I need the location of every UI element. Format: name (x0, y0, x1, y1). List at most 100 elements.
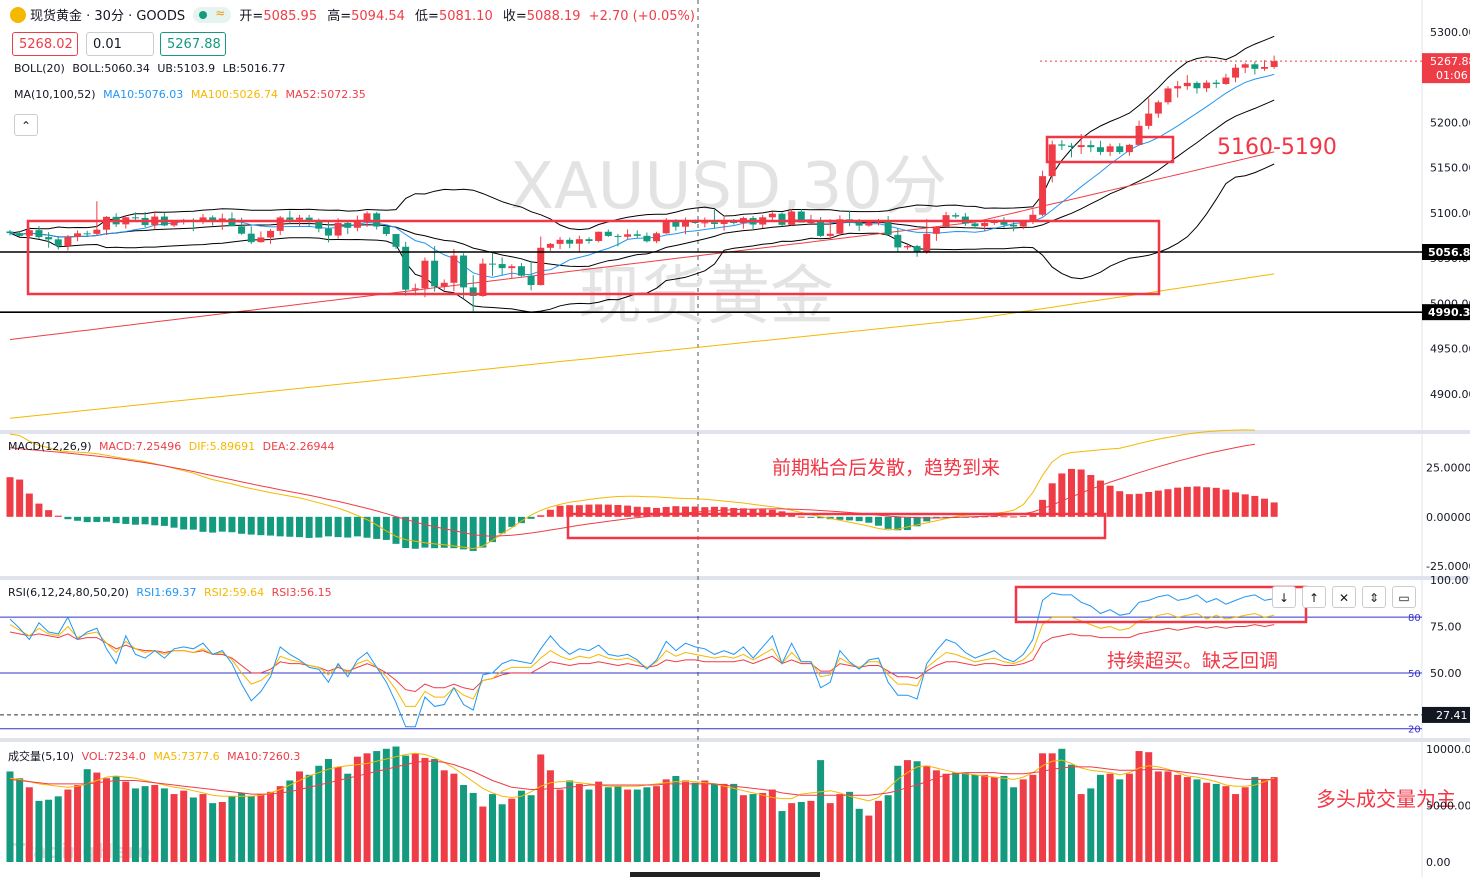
candle-body (836, 219, 844, 234)
symbol-header[interactable]: 现货黄金 · 30分 · GOODS ≈ 开=5085.95 高=5094.54… (10, 5, 695, 24)
volume-bar (93, 772, 101, 862)
volume-bar (1174, 774, 1182, 862)
volume-bar (1203, 782, 1211, 862)
macd-histogram-bar (614, 505, 622, 517)
change-value: +2.70 (+0.05%) (588, 9, 695, 24)
candle-body (25, 230, 33, 236)
macd-histogram-bar (1241, 494, 1249, 517)
macd-histogram-bar (382, 516, 390, 540)
volume-bar (961, 772, 969, 862)
macd-histogram-bar (160, 516, 168, 526)
boll-name: BOLL(20) (14, 62, 65, 75)
buy-button[interactable]: 5267.88 (160, 32, 226, 56)
macd-histogram-bar (1010, 516, 1018, 518)
macd-histogram-bar (103, 516, 110, 522)
candle-body (334, 222, 342, 236)
rsi-current-badge (1422, 706, 1470, 723)
ma10-value: MA10:5076.03 (103, 88, 184, 101)
volume-ma5-line (9, 752, 1275, 802)
volume-bar (739, 795, 747, 862)
macd-histogram-bar (556, 505, 564, 517)
volume-bar (508, 798, 516, 862)
volume-bar (527, 795, 535, 862)
volume-bar (160, 788, 168, 862)
sell-button[interactable]: 5268.02 (12, 32, 78, 56)
macd-dif-line (9, 429, 1255, 550)
macd-histogram-bar (1164, 489, 1172, 517)
rsi-tick-label: 100.00 (1430, 574, 1469, 587)
macd-histogram-bar (865, 516, 873, 523)
collapse-legend-button[interactable]: ⌃ (14, 114, 38, 136)
candle-body (74, 233, 82, 238)
candle-body (1010, 224, 1018, 227)
volume-bar (1087, 788, 1095, 862)
quantity-input[interactable]: 0.01 (86, 32, 154, 56)
candle-body (35, 230, 43, 238)
macd-histogram-bar (604, 504, 612, 517)
candle-body (1000, 220, 1008, 225)
macd-histogram-bar (93, 516, 101, 522)
candle-body (1077, 145, 1085, 148)
volume-bar (1251, 777, 1259, 862)
target-range-annotation: 5160-5190 (1217, 135, 1337, 160)
volume-bar (1222, 786, 1230, 862)
volume-tick-label: 0.00 (1426, 856, 1451, 869)
volume-bar (971, 774, 979, 862)
macd-histogram-bar (276, 516, 284, 537)
volume-bar (64, 789, 72, 862)
rsi1-value: RSI1:69.37 (136, 586, 197, 599)
macd-histogram-bar (122, 516, 130, 524)
volume-bar (604, 787, 612, 862)
candle-body (382, 226, 390, 235)
volume-bar (749, 794, 757, 862)
volume-tick-label: 5000.00 (1426, 799, 1470, 812)
ma-legend[interactable]: MA(10,100,52) MA10:5076.03 MA100:5026.74… (14, 88, 366, 101)
volume-bar (141, 786, 149, 862)
candle-body (286, 217, 294, 220)
volume-bar (826, 803, 834, 862)
price-tick-label: 4950.00 (1430, 343, 1470, 356)
candle-body (788, 211, 796, 225)
move-pane-up-button[interactable]: ↑ (1302, 586, 1326, 608)
macd-histogram-bar (151, 516, 159, 526)
candle-body (344, 222, 352, 228)
macd-histogram-bar (83, 516, 91, 523)
watermark-name: 现货黄金 (578, 260, 834, 334)
symbol-title: 现货黄金 · 30分 · GOODS (30, 9, 186, 24)
macd-histogram-bar (286, 516, 294, 537)
candle-body (1212, 82, 1220, 84)
volume-bar (1154, 771, 1162, 862)
vol-legend[interactable]: 成交量(5,10) VOL:7234.0 MA5:7377.6 MA10:726… (8, 748, 300, 764)
macd-histogram-bar (180, 516, 188, 530)
volume-bar (1241, 787, 1249, 862)
volume-bar (103, 778, 110, 862)
macd-legend[interactable]: MACD(12,26,9) MACD:7.25496 DIF:5.89691 D… (8, 440, 335, 453)
candle-body (450, 255, 458, 283)
candle-body (508, 266, 516, 269)
volume-bar (276, 786, 284, 862)
boll-legend[interactable]: BOLL(20) BOLL:5060.34 UB:5103.9 LB:5016.… (14, 62, 286, 75)
volume-bar (624, 789, 632, 862)
vol-value: VOL:7234.0 (81, 750, 146, 763)
volume-bar (952, 772, 960, 862)
macd-histogram-bar (981, 516, 989, 518)
maximize-pane-button[interactable]: ▭ (1392, 586, 1416, 608)
volume-bar (1125, 773, 1133, 862)
volume-bar (286, 780, 294, 862)
candle-body (817, 222, 825, 236)
macd-histogram-bar (54, 515, 62, 517)
boll-middle-band (9, 99, 1275, 268)
macd-histogram-bar (1203, 487, 1211, 517)
volume-bar (25, 787, 33, 862)
volume-bar (1077, 794, 1085, 862)
macd-histogram-bar (653, 507, 661, 517)
volume-bar (691, 782, 699, 862)
close-pane-button[interactable]: ✕ (1332, 586, 1356, 608)
close-icon: ✕ (1338, 591, 1350, 605)
volume-bar (788, 803, 796, 862)
rsi-legend[interactable]: RSI(6,12,24,80,50,20) RSI1:69.37 RSI2:59… (8, 586, 332, 599)
move-pane-down-button[interactable]: ↓ (1272, 586, 1296, 608)
rsi3-value: RSI3:56.15 (271, 586, 332, 599)
collapse-pane-button[interactable]: ⇕ (1362, 586, 1386, 608)
